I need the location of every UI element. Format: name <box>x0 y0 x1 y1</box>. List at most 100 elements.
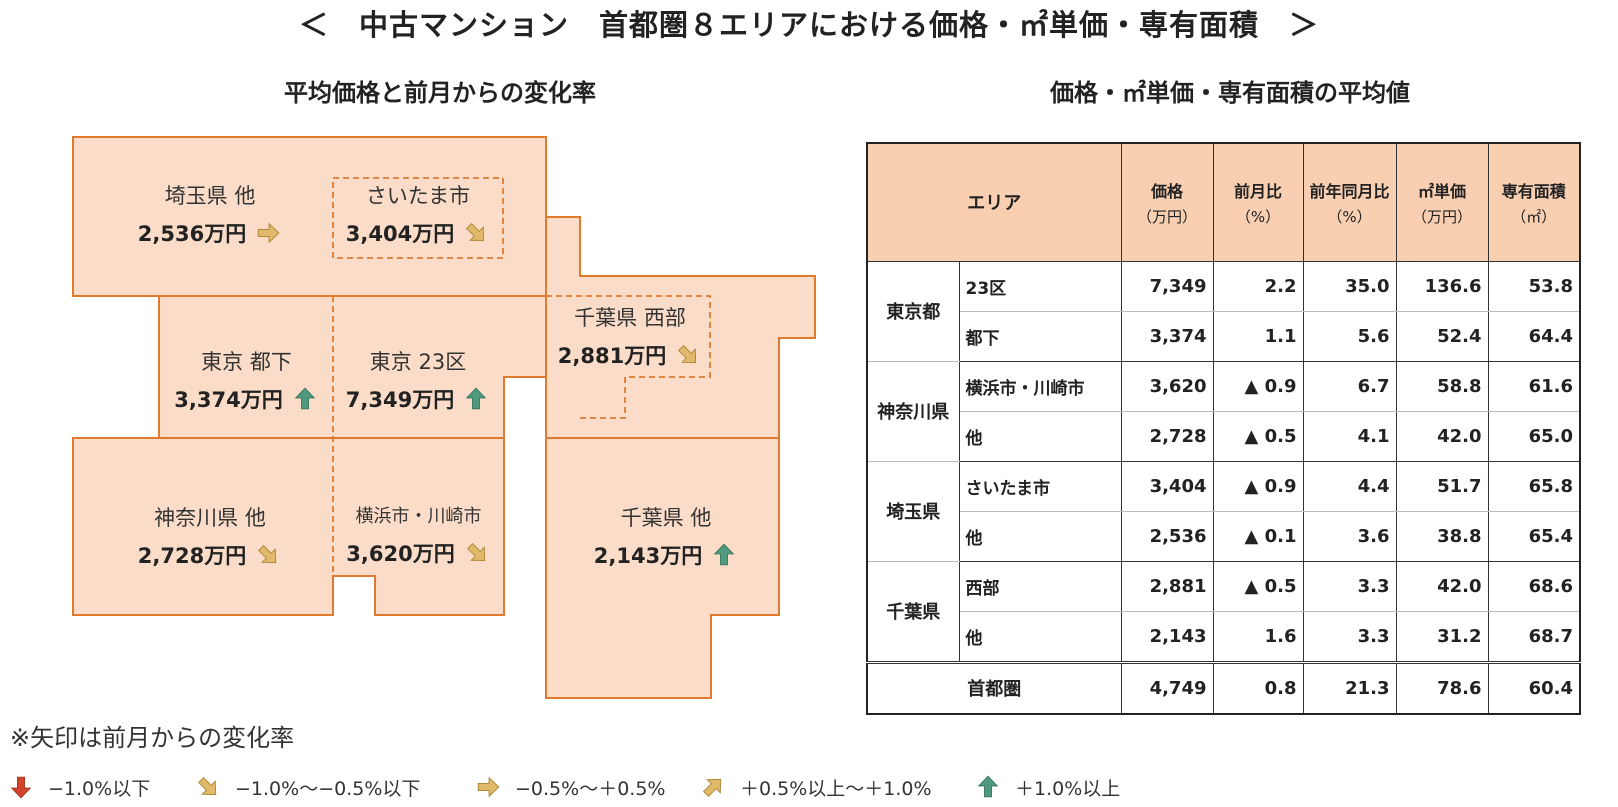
table-row: 他 2,536 ▲ 0.1 3.6 38.8 65.4 <box>867 510 1581 562</box>
area-name: さいたま市 <box>365 184 471 208</box>
area-price: 2,536万円 <box>137 222 247 246</box>
price-cell: 7,349 <box>1120 260 1214 312</box>
table-row: 東京都 23区 7,349 2.2 35.0 136.6 53.8 <box>866 260 1581 362</box>
yoy-cell: 3.3 <box>1302 610 1397 663</box>
legend-label: ＋1.0%以上 <box>1015 777 1121 800</box>
yoy-cell: 5.6 <box>1302 310 1397 362</box>
area-cell: 横浜市・川崎市 <box>958 360 1122 412</box>
yoy-cell: 3.6 <box>1302 510 1397 562</box>
area-price-row: 2,143万円 <box>566 540 766 570</box>
area-cell: さいたま市 <box>958 460 1122 512</box>
mom-cell: ▲ 0.9 <box>1212 360 1304 412</box>
area-price: 3,374万円 <box>174 388 283 412</box>
map-area-tokyo-23ku: 東京 23区 7,349万円 <box>333 346 503 414</box>
yoy-cell: 4.4 <box>1302 460 1397 512</box>
header-unit-price: ㎡単価 （万円） <box>1395 142 1489 262</box>
area-cell: 西部 <box>958 560 1122 612</box>
yoy-cell: 21.3 <box>1302 660 1397 714</box>
mom-cell: ▲ 0.5 <box>1212 560 1304 612</box>
area-cell: 他 <box>958 610 1122 663</box>
floor-area-cell: 65.4 <box>1487 510 1581 562</box>
area-map <box>72 136 816 699</box>
map-area-yokohama-kawasaki: 横浜市・川崎市 3,620万円 <box>333 502 504 568</box>
floor-area-cell: 60.4 <box>1487 660 1581 714</box>
page-title: ＜ 中古マンション 首都圏８エリアにおける価格・㎡単価・専有面積 ＞ <box>298 8 1319 42</box>
unit-price-cell: 78.6 <box>1395 660 1489 714</box>
legend-label: −1.0%〜−0.5%以下 <box>235 777 421 800</box>
area-cell: 首都圏 <box>866 660 1122 714</box>
mom-cell: 0.8 <box>1212 660 1304 714</box>
area-name: 埼玉県 他 <box>164 184 256 208</box>
area-cell: 都下 <box>958 310 1122 362</box>
area-price: 3,620万円 <box>346 542 455 566</box>
header-price: 価格 （万円） <box>1120 142 1214 262</box>
legend-label: −1.0%以下 <box>48 777 151 800</box>
map-area-saitama-other: 埼玉県 他 2,536万円 <box>110 180 310 248</box>
area-price-row: 2,728万円 <box>105 540 315 570</box>
unit-price-cell: 51.7 <box>1395 460 1489 512</box>
flat-arrow-icon <box>254 220 282 246</box>
map-area-chiba-other: 千葉県 他 2,143万円 <box>566 502 766 570</box>
up-arrow-icon <box>462 386 490 412</box>
unit-price-cell: 136.6 <box>1395 260 1489 312</box>
table-section-title: 価格・㎡単価・専有面積の平均値 <box>1050 79 1410 107</box>
area-name: 千葉県 西部 <box>574 306 686 330</box>
yoy-cell: 4.1 <box>1302 410 1397 462</box>
table-row: 埼玉県 さいたま市 3,404 ▲ 0.9 4.4 51.7 65.8 <box>866 460 1581 562</box>
mom-cell: 1.1 <box>1212 310 1304 362</box>
area-price: 2,143万円 <box>593 544 703 568</box>
price-cell: 2,536 <box>1120 510 1214 562</box>
map-shape-kanagawa <box>72 437 505 616</box>
slight-down-arrow-icon <box>462 220 490 246</box>
map-shape-saitama-city <box>332 177 504 259</box>
floor-area-cell: 64.4 <box>1487 310 1581 362</box>
area-price: 2,881万円 <box>557 344 667 368</box>
floor-area-cell: 53.8 <box>1487 260 1581 312</box>
area-price: 2,728万円 <box>137 544 247 568</box>
yoy-cell: 3.3 <box>1302 560 1397 612</box>
slight-up-arrow-icon <box>700 774 728 800</box>
area-name: 横浜市・川崎市 <box>355 506 482 527</box>
area-price-row: 7,349万円 <box>333 384 503 414</box>
unit-price-cell: 58.8 <box>1395 360 1489 412</box>
area-cell: 他 <box>958 410 1122 462</box>
table-row: 他 2,728 ▲ 0.5 4.1 42.0 65.0 <box>867 410 1581 462</box>
pref-cell: 神奈川県 <box>866 360 960 462</box>
price-cell: 4,749 <box>1120 660 1214 714</box>
unit-price-cell: 52.4 <box>1395 310 1489 362</box>
price-cell: 3,620 <box>1120 360 1214 412</box>
header-mom: 前月比 （%） <box>1212 142 1304 262</box>
legend-label: ＋0.5%以上〜＋1.0% <box>740 777 932 800</box>
area-name: 神奈川県 他 <box>154 506 266 530</box>
legend-label: −0.5%〜＋0.5% <box>515 777 666 800</box>
area-price-row: 3,620万円 <box>333 538 504 568</box>
map-area-saitama-city: さいたま市 3,404万円 <box>333 180 503 248</box>
up-arrow-icon <box>710 542 738 568</box>
unit-price-cell: 42.0 <box>1395 560 1489 612</box>
yoy-cell: 6.7 <box>1302 360 1397 412</box>
floor-area-cell: 65.8 <box>1487 460 1581 512</box>
floor-area-cell: 68.6 <box>1487 560 1581 612</box>
price-cell: 2,881 <box>1120 560 1214 612</box>
slight-down-arrow-icon <box>254 542 282 568</box>
legend-item-down: −1.0%以下 <box>8 772 150 802</box>
mom-cell: 1.6 <box>1212 610 1304 663</box>
table-row: 神奈川県 横浜市・川崎市 3,620 ▲ 0.9 6.7 58.8 61.6 <box>866 360 1581 462</box>
area-price-row: 3,404万円 <box>333 218 503 248</box>
unit-price-cell: 38.8 <box>1395 510 1489 562</box>
price-table: エリア 価格 （万円） 前月比 （%） 前年同月比 （%） ㎡単価 （万円） 専有面積（… <box>866 142 1582 715</box>
up-arrow-icon <box>975 774 1003 800</box>
legend-item-up: ＋1.0%以上 <box>975 772 1120 802</box>
area-price: 7,349万円 <box>345 388 455 412</box>
mom-cell: ▲ 0.9 <box>1212 460 1304 512</box>
mom-cell: ▲ 0.1 <box>1212 510 1304 562</box>
area-name: 東京 23区 <box>369 350 467 374</box>
flat-arrow-icon <box>475 774 503 800</box>
mom-cell: 2.2 <box>1212 260 1304 312</box>
pref-cell: 千葉県 <box>866 560 960 663</box>
yoy-cell: 35.0 <box>1302 260 1397 312</box>
legend-item-flat: −0.5%〜＋0.5% <box>475 772 665 802</box>
footnote: ※矢印は前月からの変化率 <box>10 724 295 752</box>
up-arrow-icon <box>291 386 319 412</box>
map-area-tokyo-tokashita: 東京 都下 3,374万円 <box>160 346 333 414</box>
